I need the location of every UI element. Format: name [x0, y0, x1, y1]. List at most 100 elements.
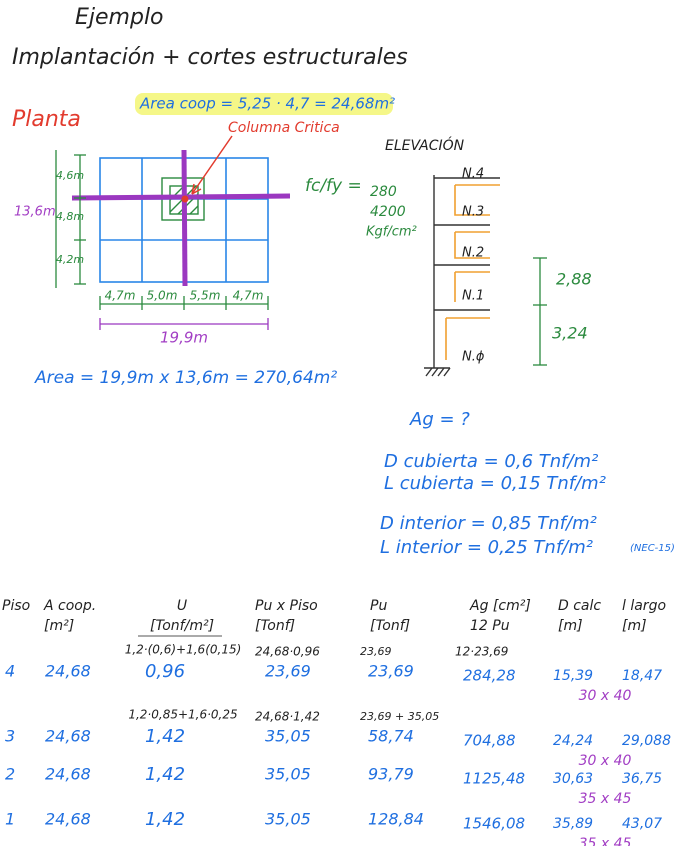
- elevation-dims: [533, 257, 547, 366]
- load: L interior = 0,25 Tnf/m²: [380, 537, 593, 558]
- area-coop: Area coop = 5,25 · 4,7 = 24,68m²: [139, 95, 395, 113]
- cell: 1: [5, 810, 15, 829]
- ag-question: Ag = ?: [409, 409, 470, 430]
- subtitle: Implantación + cortes estructurales: [12, 45, 408, 70]
- table-header: [Tonf]: [370, 618, 410, 634]
- formula: 1,2·0,85+1,6·0,25: [128, 708, 237, 722]
- cell: 1,42: [145, 726, 185, 747]
- table-header: Ag [cm²]: [469, 598, 531, 614]
- cell: 35,05: [265, 810, 311, 829]
- material-value: 280: [370, 184, 397, 200]
- cell: 35,05: [265, 765, 311, 784]
- material-unit: Kgf/cm²: [366, 225, 417, 240]
- level-label: N.2: [462, 246, 484, 261]
- cell: 29,088: [622, 733, 671, 749]
- elevation-frame: [424, 175, 500, 377]
- critical-column: [181, 195, 189, 203]
- title: Ejemplo: [75, 5, 164, 30]
- formula: 1,2·(0,6)+1,6(0,15): [125, 643, 242, 657]
- table-header: D calc: [558, 598, 601, 614]
- load: D interior = 0,85 Tnf/m²: [380, 513, 597, 534]
- dim-total: 19,9m: [160, 329, 208, 347]
- height-label: 2,88: [556, 270, 592, 289]
- formula: 23,69: [360, 645, 392, 658]
- cell: 18,47: [622, 668, 662, 684]
- formula: 24,68·1,42: [255, 710, 320, 724]
- cell: 15,39: [553, 668, 593, 684]
- cell: 24,68: [45, 810, 91, 829]
- table-header: Piso: [2, 598, 30, 614]
- elevation-title: ELEVACIÓN: [385, 136, 465, 154]
- table-header: [m²]: [44, 618, 74, 634]
- level-label: N.ϕ: [462, 350, 485, 365]
- table-header: Pu: [370, 598, 387, 614]
- table-header: 12 Pu: [470, 618, 510, 634]
- cell: 30,63: [553, 771, 593, 787]
- column-axes: [71, 149, 291, 287]
- column-label: Columna Critica: [228, 120, 340, 136]
- level-label: N.4: [462, 167, 484, 182]
- cell: 1125,48: [463, 770, 525, 788]
- cell: 93,79: [368, 765, 414, 784]
- cell: 35,89: [553, 816, 593, 832]
- level-label: N.1: [462, 289, 484, 304]
- table-header: [m]: [622, 618, 647, 634]
- cell: 128,84: [368, 810, 424, 829]
- table-header: Pu x Piso: [255, 598, 318, 614]
- table-header: U: [177, 598, 187, 614]
- table-header: [Tonf]: [255, 618, 295, 634]
- cell: 24,68: [45, 765, 91, 784]
- cell: 35,05: [265, 727, 311, 746]
- arrow: [191, 135, 233, 195]
- cell: 0,96: [145, 661, 185, 682]
- cell: 1,42: [145, 764, 185, 785]
- section: 35 x 45: [579, 836, 632, 846]
- cell: 24,24: [553, 733, 593, 749]
- cell: 24,68: [45, 662, 91, 681]
- dim-total: 13,6m: [14, 205, 56, 220]
- formula: 12·23,69: [455, 645, 508, 659]
- formula: 24,68·0,96: [255, 645, 320, 659]
- elevation-levels: [445, 184, 500, 360]
- vertical-dims: [55, 150, 86, 288]
- height-label: 3,24: [552, 324, 588, 343]
- cell: 2: [5, 765, 15, 784]
- dim-label: 4,6m: [56, 169, 84, 182]
- dim-label: 4,7m: [233, 289, 264, 303]
- cell: 23,69: [265, 662, 311, 681]
- cell: 43,07: [622, 816, 662, 832]
- dim-label: 4,7m: [105, 289, 136, 303]
- cell: 3: [5, 727, 15, 746]
- load-norm: (NEC-15): [630, 543, 675, 554]
- section: 30 x 40: [579, 688, 632, 704]
- level-label: N.3: [462, 205, 484, 220]
- cell: 36,75: [622, 771, 662, 787]
- dim-label: 5,0m: [147, 289, 178, 303]
- cell: 58,74: [368, 727, 414, 746]
- table-header: [Tonf/m²]: [150, 618, 214, 634]
- cell: 704,88: [463, 732, 516, 750]
- cell: 1,42: [145, 809, 185, 830]
- cell: 1546,08: [463, 815, 525, 833]
- dim-label: 4,8m: [56, 210, 84, 223]
- dim-label: 5,5m: [190, 289, 221, 303]
- plan-area: Area = 19,9m x 13,6m = 270,64m²: [34, 368, 337, 388]
- material-value: 4200: [370, 204, 406, 220]
- material-label: fc/fy =: [305, 176, 362, 196]
- highlight: [135, 93, 393, 115]
- cell: 4: [5, 662, 15, 681]
- total-dims: [99, 318, 269, 330]
- cell: 24,68: [45, 727, 91, 746]
- table-header: [m]: [558, 618, 583, 634]
- cell: 284,28: [463, 667, 516, 685]
- cell: 23,69: [368, 662, 414, 681]
- load: L cubierta = 0,15 Tnf/m²: [384, 473, 606, 494]
- formula: 23,69 + 35,05: [360, 710, 439, 723]
- load: D cubierta = 0,6 Tnf/m²: [384, 451, 598, 472]
- section: 35 x 45: [579, 791, 632, 807]
- table-header: l largo: [622, 598, 666, 614]
- dim-label: 4,2m: [56, 253, 84, 266]
- section: 30 x 40: [579, 753, 632, 769]
